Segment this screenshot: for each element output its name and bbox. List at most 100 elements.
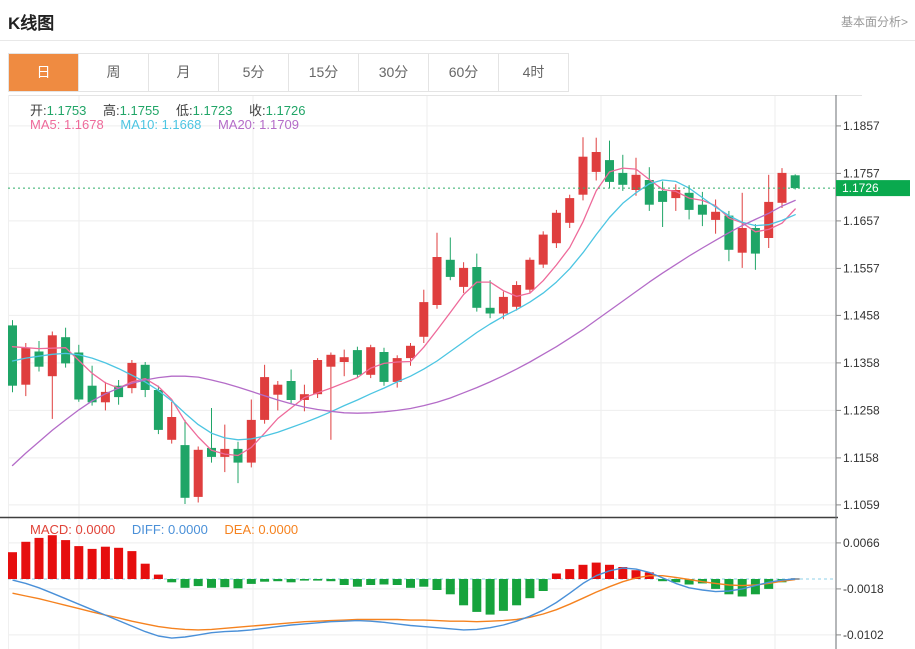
macd-bar: [8, 552, 17, 579]
ma5-label: MA5: 1.1678: [30, 117, 104, 132]
macd-bar: [591, 562, 601, 579]
y-axis-label: 1.1458: [843, 308, 880, 322]
candlestick: [352, 346, 362, 379]
ma10-line: [11, 179, 796, 441]
tab-4hour[interactable]: 4时: [498, 54, 568, 91]
candles-layer: [8, 137, 800, 504]
candlestick: [339, 349, 349, 377]
macd-bar: [605, 564, 614, 579]
macd-bar: [565, 569, 575, 579]
close-label: 收:: [249, 103, 266, 118]
macd-bar: [140, 563, 150, 579]
tab-30min[interactable]: 30分: [358, 54, 428, 91]
candlestick: [74, 344, 84, 402]
candlestick: [167, 401, 177, 444]
ma20-label: MA20: 1.1709: [217, 117, 299, 132]
candlestick: [220, 424, 230, 473]
candlestick: [591, 137, 601, 181]
tab-15min[interactable]: 15分: [288, 54, 358, 91]
candlestick: [631, 157, 641, 196]
macd-bar: [153, 574, 163, 579]
y-axis-label: 0.0066: [843, 536, 880, 550]
macd-bar: [114, 547, 124, 579]
candlestick: [419, 289, 429, 343]
candlestick: [605, 140, 614, 189]
macd-bar: [61, 540, 71, 579]
macd-bar: [366, 579, 376, 585]
macd-bar: [538, 579, 548, 591]
candlestick: [260, 364, 270, 424]
dea-value-label: DEA: 0.0000: [224, 522, 299, 537]
macd-bar: [737, 579, 747, 597]
tab-5min[interactable]: 5分: [218, 54, 288, 91]
candlestick: [326, 352, 336, 440]
macd-bar: [379, 579, 389, 585]
macd-bar: [631, 570, 641, 579]
macd-bar: [74, 546, 84, 579]
y-axis-label: 1.1258: [843, 403, 880, 417]
candlestick: [246, 399, 256, 468]
candlestick: [153, 385, 163, 435]
macd-bar: [671, 579, 681, 583]
candlestick: [114, 380, 124, 405]
candlestick: [47, 331, 57, 419]
macd-bar: [684, 579, 694, 585]
close-value: 1.1726: [265, 103, 306, 118]
macd-bar: [193, 579, 203, 587]
macd-bar: [34, 537, 44, 579]
candlestick: [525, 257, 535, 293]
y-axis-label: 1.1158: [843, 451, 879, 465]
candlestick: [233, 441, 243, 484]
open-label: 开:: [30, 103, 47, 118]
candlestick: [777, 168, 787, 208]
tab-month[interactable]: 月: [148, 54, 218, 91]
macd-bar: [618, 567, 628, 579]
candlestick: [498, 291, 508, 320]
macd-bar: [339, 579, 349, 585]
candlestick: [485, 280, 495, 319]
tab-day[interactable]: 日: [9, 54, 78, 91]
tab-week[interactable]: 周: [78, 54, 148, 91]
macd-bar: [47, 535, 57, 579]
ma20-line: [11, 199, 796, 467]
ma5-line: [11, 167, 796, 457]
interval-tab-bar: 日 周 月 5分 15分 30分 60分 4时: [8, 53, 569, 92]
fundamental-analysis-link[interactable]: 基本面分析>: [840, 15, 908, 29]
candlestick: [87, 365, 97, 406]
macd-bar: [100, 546, 110, 579]
macd-bar: [406, 579, 415, 588]
dea-line: [12, 575, 796, 631]
low-label: 低:: [176, 103, 193, 118]
candlestick: [684, 185, 694, 220]
macd-bar: [432, 579, 442, 590]
candlestick: [207, 408, 216, 463]
candlestick: [790, 174, 800, 190]
y-axis-label: -0.0018: [843, 582, 884, 596]
macd-bar: [472, 579, 482, 612]
candlestick: [737, 192, 747, 268]
candlestick: [551, 209, 561, 248]
candlestick: [406, 343, 415, 366]
gridlines: [8, 95, 835, 649]
tab-60min[interactable]: 60分: [428, 54, 498, 91]
low-value: 1.1723: [192, 103, 233, 118]
macd-bar: [180, 579, 190, 588]
macd-bar: [459, 579, 469, 606]
candlestick: [100, 381, 110, 411]
macd-legend: MACD: 0.0000 DIFF: 0.0000 DEA: 0.0000: [30, 522, 298, 537]
candlestick: [193, 446, 203, 503]
ma-legend: MA5: 1.1678 MA10: 1.1668 MA20: 1.1709: [30, 117, 299, 132]
y-axis-label: 1.1857: [843, 119, 880, 133]
candlestick: [578, 137, 588, 201]
candlestick: [538, 231, 548, 268]
macd-bar: [392, 579, 402, 585]
macd-bar: [87, 548, 97, 579]
y-axis-labels: 1.1857 1.1757 1.1657 1.1557 1.1458 1.1358 1.12…: [836, 119, 884, 642]
macd-bar: [525, 579, 535, 599]
candlestick: [8, 320, 17, 393]
macd-bar: [326, 579, 336, 582]
macd-bar: [658, 579, 668, 582]
candlestick: [432, 232, 442, 309]
